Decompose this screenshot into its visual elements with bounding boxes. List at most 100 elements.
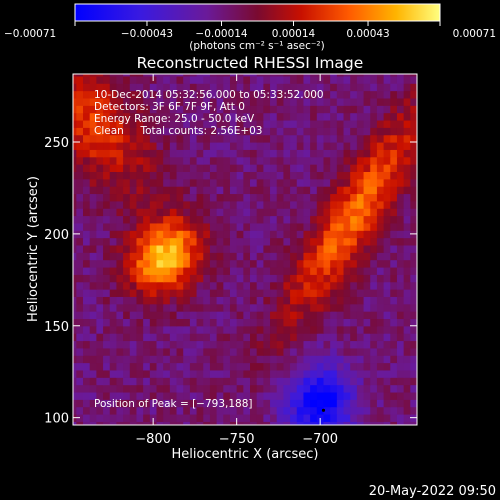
heatmap-pixel — [109, 112, 118, 121]
heatmap-pixel — [203, 186, 211, 195]
heatmap-pixel — [176, 413, 184, 422]
heatmap-pixel — [350, 281, 358, 290]
heatmap-pixel — [123, 384, 131, 393]
heatmap-pixel — [390, 193, 398, 202]
heatmap-pixel — [116, 222, 124, 231]
heatmap-pixel — [390, 75, 398, 84]
heatmap-pixel — [156, 340, 164, 349]
heatmap-pixel — [270, 149, 278, 158]
heatmap-pixel — [83, 127, 91, 136]
heatmap-pixel — [330, 83, 338, 92]
heatmap-pixel — [109, 384, 118, 393]
heatmap-pixel — [263, 193, 271, 202]
heatmap-pixel — [276, 149, 285, 158]
heatmap-pixel — [183, 318, 191, 327]
heatmap-pixel — [189, 355, 198, 364]
heatmap-pixel — [109, 134, 118, 143]
heatmap-pixel — [236, 259, 244, 268]
heatmap-pixel — [236, 230, 244, 239]
heatmap-pixel — [109, 141, 118, 150]
heatmap-pixel — [330, 164, 338, 172]
heatmap-pixel — [156, 97, 164, 106]
heatmap-pixel — [270, 90, 278, 99]
heatmap-pixel — [129, 200, 138, 209]
heatmap-pixel — [189, 289, 198, 297]
heatmap-pixel — [183, 413, 191, 422]
heatmap-pixel — [290, 164, 298, 172]
heatmap-pixel — [283, 178, 291, 187]
heatmap-pixel — [129, 318, 138, 327]
heatmap-pixel — [156, 237, 164, 246]
heatmap-pixel — [163, 296, 171, 305]
heatmap-pixel — [223, 134, 231, 143]
heatmap-pixel — [283, 97, 291, 106]
heatmap-pixel — [156, 244, 164, 253]
heatmap-pixel — [123, 421, 131, 425]
heatmap-pixel — [283, 399, 291, 408]
heatmap-pixel — [343, 237, 351, 246]
heatmap-pixel — [109, 149, 118, 158]
heatmap-pixel — [143, 149, 151, 158]
heatmap-pixel — [169, 119, 178, 128]
heatmap-pixel — [270, 384, 278, 393]
annotation-detectors: Detectors: 3F 6F 7F 9F, Att 0 — [94, 101, 245, 113]
heatmap-pixel — [250, 340, 258, 349]
heatmap-pixel — [136, 156, 144, 165]
heatmap-pixel — [123, 171, 131, 180]
heatmap-pixel — [183, 333, 191, 342]
heatmap-pixel — [303, 325, 311, 334]
heatmap-pixel — [229, 377, 238, 386]
heatmap-pixel — [356, 222, 365, 231]
heatmap-pixel — [209, 230, 218, 239]
heatmap-pixel — [83, 274, 91, 283]
heatmap-pixel — [223, 347, 231, 356]
heatmap-pixel — [203, 252, 211, 261]
heatmap-pixel — [123, 134, 131, 143]
heatmap-pixel — [96, 75, 104, 84]
heatmap-pixel — [403, 406, 411, 415]
heatmap-pixel — [336, 74, 345, 77]
heatmap-pixel — [270, 413, 278, 422]
heatmap-pixel — [189, 90, 198, 99]
heatmap-pixel — [330, 384, 338, 393]
heatmap-pixel — [383, 141, 391, 150]
heatmap-pixel — [123, 200, 131, 209]
heatmap-pixel — [189, 391, 198, 400]
heatmap-pixel — [216, 83, 224, 92]
heatmap-pixel — [243, 333, 251, 342]
heatmap-pixel — [109, 186, 118, 195]
heatmap-pixel — [410, 119, 417, 128]
heatmap-pixel — [350, 208, 358, 217]
heatmap-pixel — [123, 74, 131, 77]
heatmap-pixel — [410, 149, 417, 158]
heatmap-pixel — [330, 274, 338, 283]
heatmap-pixel — [296, 90, 305, 99]
heatmap-pixel — [270, 208, 278, 217]
heatmap-pixel — [169, 75, 178, 84]
heatmap-pixel — [136, 186, 144, 195]
heatmap-pixel — [390, 399, 398, 408]
heatmap-pixel — [176, 200, 184, 209]
heatmap-pixel — [396, 127, 405, 136]
heatmap-pixel — [336, 355, 345, 364]
heatmap-pixel — [96, 266, 104, 275]
heatmap-pixel — [223, 193, 231, 202]
heatmap-pixel — [223, 311, 231, 320]
heatmap-pixel — [163, 83, 171, 92]
heatmap-pixel — [129, 311, 138, 320]
heatmap-pixel — [129, 289, 138, 297]
heatmap-pixel — [356, 413, 365, 422]
heatmap-pixel — [383, 156, 391, 165]
heatmap-pixel — [270, 193, 278, 202]
heatmap-pixel — [83, 377, 91, 386]
heatmap-pixel — [376, 141, 385, 150]
heatmap-pixel — [229, 156, 238, 165]
heatmap-pixel — [83, 244, 91, 253]
heatmap-pixel — [143, 355, 151, 364]
heatmap-pixel — [169, 208, 178, 217]
heatmap-pixel — [396, 274, 405, 283]
heatmap-pixel — [73, 355, 77, 364]
heatmap-pixel — [143, 222, 151, 231]
heatmap-pixel — [350, 156, 358, 165]
